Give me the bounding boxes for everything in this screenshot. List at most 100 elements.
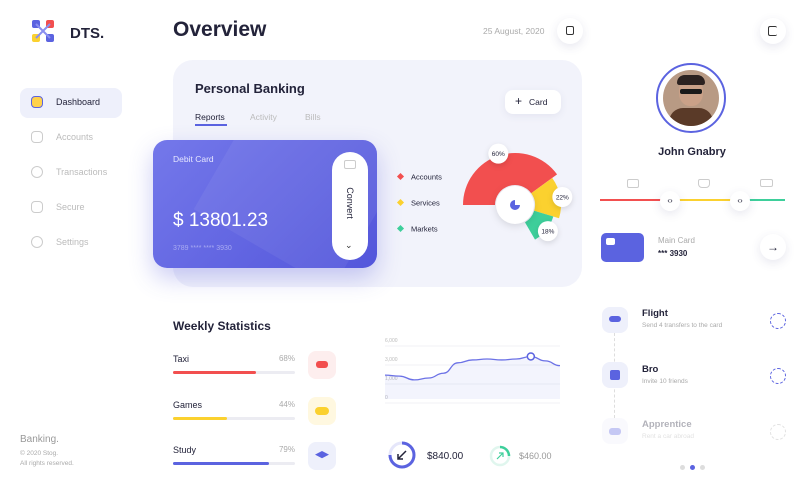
taxi-icon — [308, 351, 336, 379]
stat-bar — [173, 416, 227, 420]
nav-item[interactable]: Accounts — [20, 123, 122, 153]
tab-icon[interactable] — [627, 179, 639, 188]
footer-rights: All rights reserved. — [20, 460, 74, 467]
tab-icon[interactable] — [760, 179, 773, 187]
tab[interactable]: Activity — [250, 112, 277, 122]
slider-segment — [740, 199, 785, 201]
legend-label: Services — [411, 199, 440, 208]
tx-title: Bro — [642, 364, 659, 375]
card-balance: $ 13801.23 — [173, 210, 269, 231]
pie-label: 60% — [492, 151, 505, 158]
slider-segment — [600, 199, 670, 201]
stat-name: Taxi — [173, 354, 190, 364]
convert-button[interactable]: Convert ⌄ — [332, 152, 368, 260]
nav-label: Transactions — [56, 167, 108, 177]
balance-ring — [489, 445, 511, 467]
tab[interactable]: Reports — [195, 112, 225, 122]
study-icon — [308, 442, 336, 470]
footer-title: Banking. — [20, 434, 59, 445]
nav-label: Dashboard — [56, 97, 101, 107]
convert-label: Convert — [345, 187, 355, 219]
pie-label-bg — [552, 186, 573, 207]
pie-center-icon — [510, 200, 520, 210]
y-tick-label: 0 — [385, 395, 388, 401]
y-tick-label: 1,000 — [385, 376, 398, 382]
legend-label: Markets — [411, 225, 438, 234]
nav-item[interactable]: Transactions — [20, 158, 122, 188]
add-card-button[interactable]: + Card — [505, 90, 561, 114]
stat-name: Study — [173, 445, 197, 455]
slider-segment — [670, 199, 740, 201]
stats-title: Weekly Statistics — [173, 319, 271, 333]
stat-label: 79% — [278, 445, 295, 454]
nav-item[interactable]: Dashboard — [20, 88, 122, 118]
page-dot[interactable] — [700, 465, 705, 470]
balance-ring — [388, 441, 416, 469]
line-area — [385, 356, 560, 399]
tab[interactable]: Bills — [305, 112, 321, 122]
pie-slice — [463, 153, 558, 205]
page-dot[interactable] — [680, 465, 685, 470]
tab-underline — [195, 124, 227, 126]
tx-icon — [602, 362, 628, 388]
slider-handle[interactable]: ‹› — [660, 191, 680, 211]
button-label: Card — [529, 97, 548, 107]
tx-subtitle: Invite 10 friends — [642, 378, 688, 385]
tx-check[interactable] — [770, 424, 786, 440]
page-title: Overview — [173, 18, 267, 41]
stat-track — [173, 371, 295, 374]
legend-label: Accounts — [411, 173, 442, 182]
mini-card[interactable] — [601, 233, 644, 262]
y-tick-label: 3,000 — [385, 357, 398, 363]
brand: DTS. — [70, 25, 105, 42]
pie-chart: 60% Accounts 22% Services 18% Markets — [396, 143, 573, 242]
pie-label-bg — [488, 143, 509, 164]
calendar-button[interactable] — [557, 18, 583, 44]
tx-icon — [602, 307, 628, 333]
stat-bar — [173, 462, 270, 465]
pie-label: 18% — [541, 229, 554, 236]
profile-name: John Gnabry — [658, 146, 726, 158]
tx-subtitle: Rent a car abroad — [642, 433, 695, 440]
stat-track — [173, 462, 295, 465]
legend-swatch — [396, 224, 405, 233]
date: 25 August, 2020 — [483, 26, 545, 36]
footer-copyright: © 2020 Stog. — [20, 450, 59, 457]
avatar — [656, 63, 726, 133]
pie-slice — [531, 177, 561, 219]
logout-button[interactable] — [760, 18, 786, 44]
card-arrow[interactable]: → — [760, 234, 786, 260]
panel-title: Personal Banking — [195, 81, 305, 96]
stat-label: 68% — [278, 354, 295, 363]
card-number: *** 3930 — [658, 249, 688, 258]
pie-label-bg — [537, 221, 558, 242]
pie-slice — [525, 210, 554, 240]
logo — [32, 20, 54, 42]
stat-label: 44% — [278, 399, 295, 409]
page-dot[interactable] — [690, 465, 695, 470]
legend-swatch — [396, 172, 405, 181]
line-chart: 6,000 3,000 1,000 0 — [384, 338, 561, 404]
card-number: 3789 **** **** 3930 — [173, 245, 232, 252]
balance-out: $460.00 — [519, 451, 552, 461]
stat-name: Games — [173, 399, 203, 410]
tx-check[interactable] — [770, 313, 786, 329]
nav-item[interactable]: Secure — [20, 193, 122, 223]
stat-track — [173, 416, 295, 420]
pie-label: 22% — [556, 194, 569, 201]
tx-icon — [602, 418, 628, 444]
slider-handle[interactable]: ‹› — [730, 191, 750, 211]
nav-item[interactable]: Settings — [20, 228, 122, 258]
nav-label: Settings — [56, 237, 89, 247]
stat-bar — [173, 371, 256, 374]
balance-in: $840.00 — [427, 451, 464, 462]
tx-check[interactable] — [770, 368, 786, 384]
card-label: Debit Card — [173, 154, 214, 164]
debit-card[interactable]: Debit Card $ 13801.23 3789 **** **** 393… — [153, 140, 377, 268]
nav-label: Accounts — [56, 132, 94, 142]
line-highlight — [526, 352, 536, 361]
tx-title: Flight — [642, 308, 668, 319]
legend-swatch — [396, 198, 405, 207]
tab-icon[interactable] — [698, 179, 710, 188]
